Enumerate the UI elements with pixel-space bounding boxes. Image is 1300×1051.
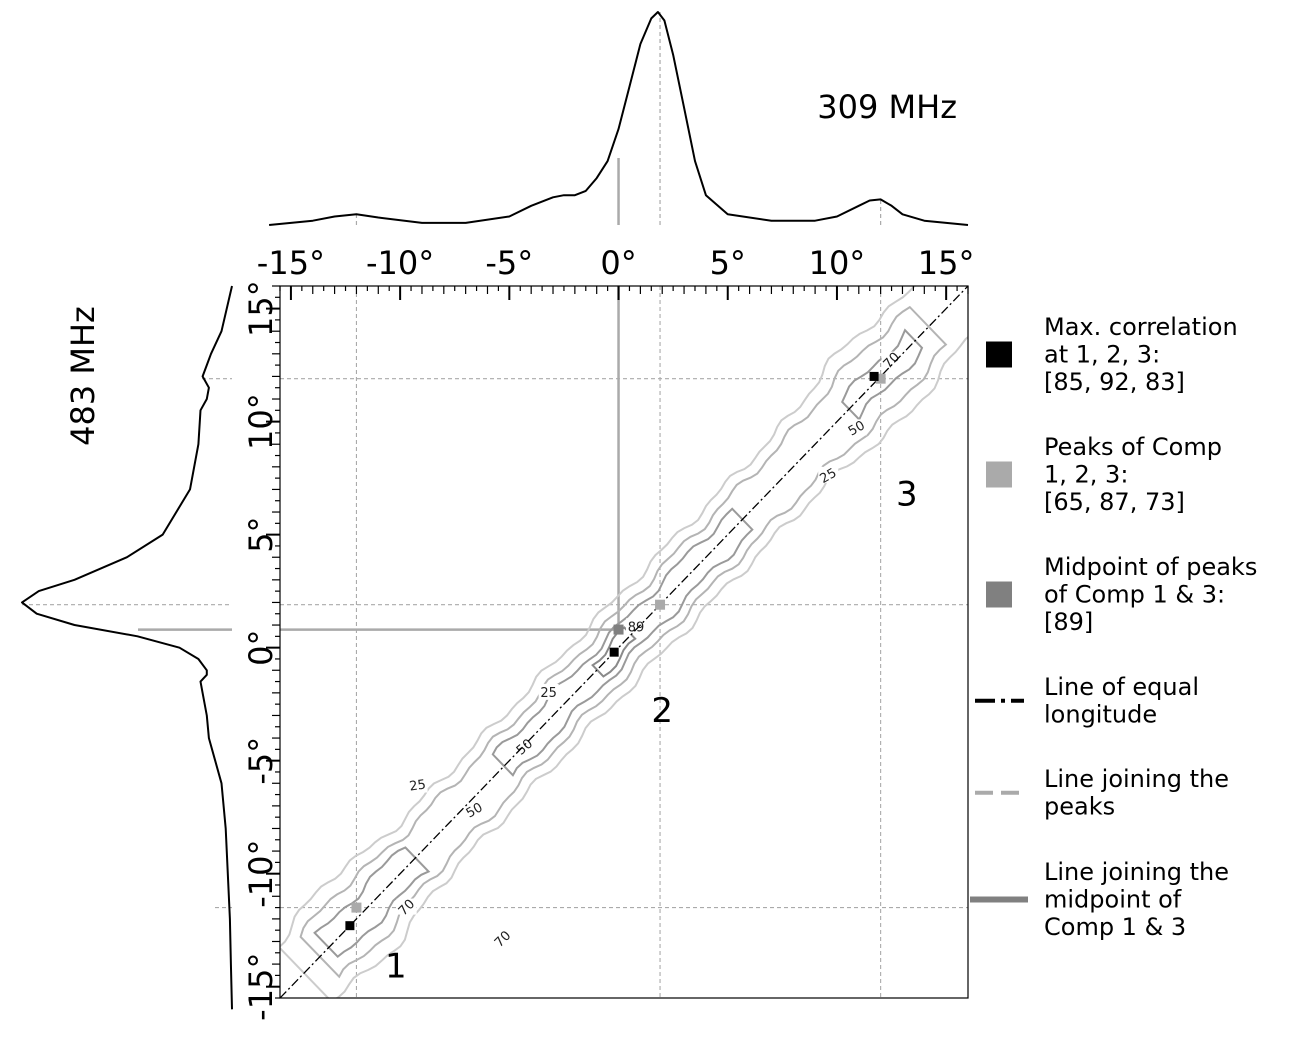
contour-70 [491,507,754,777]
comp-peak-marker [351,902,362,913]
left-profile-panel: 483 MHz-15°-10°-5°0°5°10°15° [21,280,280,1021]
contour-label-bg [407,776,428,793]
legend-label: Comp 1 & 3 [1044,913,1186,941]
contour-label-bg [538,683,559,700]
contour-label-bg [492,930,513,947]
top-profile-panel: 309 MHz -15° -10° -5° 0° 5° 10° 15° [257,11,975,282]
legend-label: [89] [1044,608,1093,636]
max-correlation-marker [609,647,619,657]
map-frame [279,285,969,999]
equal-longitude-line [280,286,968,998]
legend-square-icon [986,461,1012,488]
contour-label: 25 [540,686,557,701]
legend-label: Peaks of Comp [1044,433,1222,461]
left-frequency-label: 483 MHz [64,306,102,446]
region-label: 2 [651,691,673,731]
legend-square-icon [986,581,1012,608]
legend-label: at 1, 2, 3: [1044,341,1160,369]
legend-label: Max. correlation [1044,313,1238,341]
top-x-tick-label: -5° [485,244,533,282]
legend-label: longitude [1044,701,1157,729]
top-x-tick-label: 5° [710,244,746,282]
top-x-tick-label: 10° [809,244,866,282]
legend-label: midpoint of [1044,886,1182,914]
legend-label: peaks [1044,793,1115,821]
max-correlation-marker [869,371,879,381]
legend-label: Line joining the [1044,858,1229,886]
top-profile-curve [269,11,969,226]
contour-label: 50 [464,800,486,821]
legend-label: Line joining the [1044,765,1229,793]
contour-label-bg [846,419,867,436]
contour-label-bg [396,898,417,915]
legend-label: Midpoint of peaks [1044,553,1257,581]
midpoint-marker [613,624,624,635]
contour-label: 50 [846,418,868,439]
comp-peak-marker [655,599,666,610]
top-frequency-label: 309 MHz [817,88,957,126]
max-correlation-marker [345,921,355,931]
contour-70 [313,846,431,959]
top-x-tick-label: -10° [366,244,434,282]
comp-peak-marker [875,373,886,384]
top-x-tick-label: -15° [257,244,325,282]
region-label: 3 [896,474,918,514]
legend-label: Line of equal [1044,673,1199,701]
contour-50 [299,305,948,979]
region-label: 1 [385,947,407,987]
contour-label-bg [818,466,839,483]
legend-label: [85, 92, 83] [1044,368,1185,396]
contour-70 [841,328,924,422]
top-x-tick-label: 15° [918,244,975,282]
legend-label: 1, 2, 3: [1044,461,1128,489]
contour-label: 25 [408,777,426,794]
contour-label-bg [464,801,485,818]
legend-square-icon [986,341,1012,368]
contour-25 [280,286,968,998]
left-profile-curve [21,285,233,1010]
contour-89 [591,626,637,678]
contour-label: 89 [628,620,645,635]
legend-item: Line of equal longitude [975,673,1199,729]
legend-label: of Comp 1 & 3: [1044,581,1225,609]
legend-label: [65, 87, 73] [1044,488,1185,516]
contour-label-bg [626,618,647,635]
contour-label: 25 [818,466,840,487]
contour-label-bg [881,351,902,368]
top-x-tick-label: 0° [600,244,636,282]
